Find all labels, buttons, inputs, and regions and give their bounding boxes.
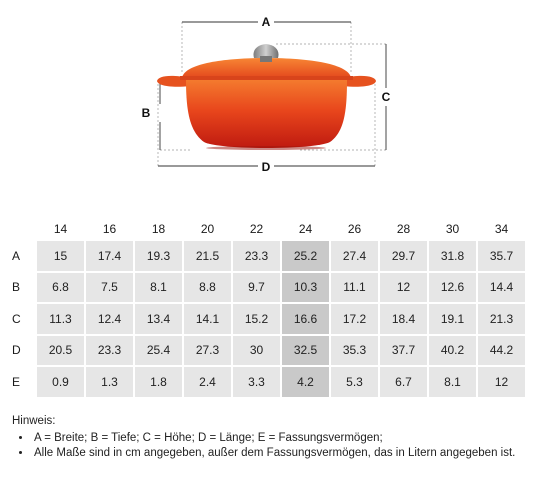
dimension-label-d: D (262, 160, 271, 174)
table-cell: 23.3 (233, 241, 280, 271)
table-cell: 14.4 (478, 272, 525, 302)
table-cell: 20.5 (37, 335, 84, 365)
size-header: 14 (37, 219, 84, 239)
table-cell: 18.4 (380, 304, 427, 334)
dimension-label-a: A (262, 15, 271, 29)
pot-base-shadow (206, 146, 326, 150)
dimension-diagram: A B C D (142, 15, 391, 174)
table-row: B 6.8 7.5 8.1 8.8 9.7 10.3 11.1 12 12.6 14.4 (4, 272, 525, 302)
table-cell: 5.3 (331, 367, 378, 397)
table-cell: 11.1 (331, 272, 378, 302)
size-header: 28 (380, 219, 427, 239)
note-item: A = Breite; B = Tiefe; C = Höhe; D = Län… (32, 431, 532, 447)
table-cell-highlighted: 16.6 (282, 304, 329, 334)
table-cell: 6.8 (37, 272, 84, 302)
size-header: 30 (429, 219, 476, 239)
table-cell: 37.7 (380, 335, 427, 365)
table-cell: 27.3 (184, 335, 231, 365)
table-cell: 3.3 (233, 367, 280, 397)
table-cell: 0.9 (37, 367, 84, 397)
table-cell: 19.1 (429, 304, 476, 334)
table-cell-highlighted: 32.5 (282, 335, 329, 365)
size-header-row: 14 16 18 20 22 24 26 28 30 34 (4, 219, 525, 239)
table-cell: 12 (478, 367, 525, 397)
note-section: Hinweis: A = Breite; B = Tiefe; C = Höhe… (12, 414, 532, 462)
table-cell: 15 (37, 241, 84, 271)
table-cell: 9.7 (233, 272, 280, 302)
size-header: 16 (86, 219, 133, 239)
table-cell: 6.7 (380, 367, 427, 397)
table-cell: 12.4 (86, 304, 133, 334)
size-header: 26 (331, 219, 378, 239)
table-cell: 31.8 (429, 241, 476, 271)
row-label: E (4, 367, 35, 397)
size-header: 18 (135, 219, 182, 239)
size-header: 22 (233, 219, 280, 239)
table-corner (4, 219, 35, 239)
lid-rim (180, 76, 353, 80)
table-row: C 11.3 12.4 13.4 14.1 15.2 16.6 17.2 18.4 19.1 21.… (4, 304, 525, 334)
table-body: A 15 17.4 19.3 21.5 23.3 25.2 27.4 29.7 31.8 35.7 B… (4, 241, 525, 397)
table-cell: 12.6 (429, 272, 476, 302)
table-cell-highlighted: 25.2 (282, 241, 329, 271)
cast-iron-pot (157, 44, 376, 150)
table-cell: 44.2 (478, 335, 525, 365)
row-label: A (4, 241, 35, 271)
dimension-label-b: B (142, 106, 151, 120)
table-cell-highlighted: 4.2 (282, 367, 329, 397)
table-cell: 25.4 (135, 335, 182, 365)
row-label: B (4, 272, 35, 302)
table-row: A 15 17.4 19.3 21.5 23.3 25.2 27.4 29.7 31.8 35.7 (4, 241, 525, 271)
note-list: A = Breite; B = Tiefe; C = Höhe; D = Län… (32, 431, 532, 462)
table-cell: 8.8 (184, 272, 231, 302)
table-cell: 14.1 (184, 304, 231, 334)
table-cell: 15.2 (233, 304, 280, 334)
size-header: 24 (282, 219, 329, 239)
table-cell: 35.7 (478, 241, 525, 271)
table-cell: 8.1 (429, 367, 476, 397)
table-cell: 29.7 (380, 241, 427, 271)
size-header: 34 (478, 219, 525, 239)
row-label: C (4, 304, 35, 334)
table-cell: 2.4 (184, 367, 231, 397)
pot-lid (182, 58, 351, 78)
size-header: 20 (184, 219, 231, 239)
table-cell: 17.2 (331, 304, 378, 334)
table-cell: 23.3 (86, 335, 133, 365)
table-cell: 30 (233, 335, 280, 365)
table-cell-highlighted: 10.3 (282, 272, 329, 302)
table-cell: 19.3 (135, 241, 182, 271)
row-label: D (4, 335, 35, 365)
pot-body (186, 80, 347, 148)
table-row: E 0.9 1.3 1.8 2.4 3.3 4.2 5.3 6.7 8.1 12 (4, 367, 525, 397)
knob-stem (260, 56, 272, 62)
table-cell: 12 (380, 272, 427, 302)
lid-knob (253, 44, 279, 58)
note-title: Hinweis: (12, 415, 56, 427)
table-cell: 21.5 (184, 241, 231, 271)
size-table: 14 16 18 20 22 24 26 28 30 34 A 15 17.4 19.3 21.5 23.3… (2, 217, 527, 399)
table-cell: 1.3 (86, 367, 133, 397)
table-cell: 17.4 (86, 241, 133, 271)
table-cell: 40.2 (429, 335, 476, 365)
table-cell: 7.5 (86, 272, 133, 302)
dimension-label-c: C (382, 90, 391, 104)
table-cell: 13.4 (135, 304, 182, 334)
table-cell: 8.1 (135, 272, 182, 302)
table-cell: 21.3 (478, 304, 525, 334)
table-cell: 35.3 (331, 335, 378, 365)
table-cell: 11.3 (37, 304, 84, 334)
table-row: D 20.5 23.3 25.4 27.3 30 32.5 35.3 37.7 40.2 44.2 (4, 335, 525, 365)
note-item: Alle Maße sind in cm angegeben, außer de… (32, 446, 532, 462)
table-cell: 27.4 (331, 241, 378, 271)
table-cell: 1.8 (135, 367, 182, 397)
